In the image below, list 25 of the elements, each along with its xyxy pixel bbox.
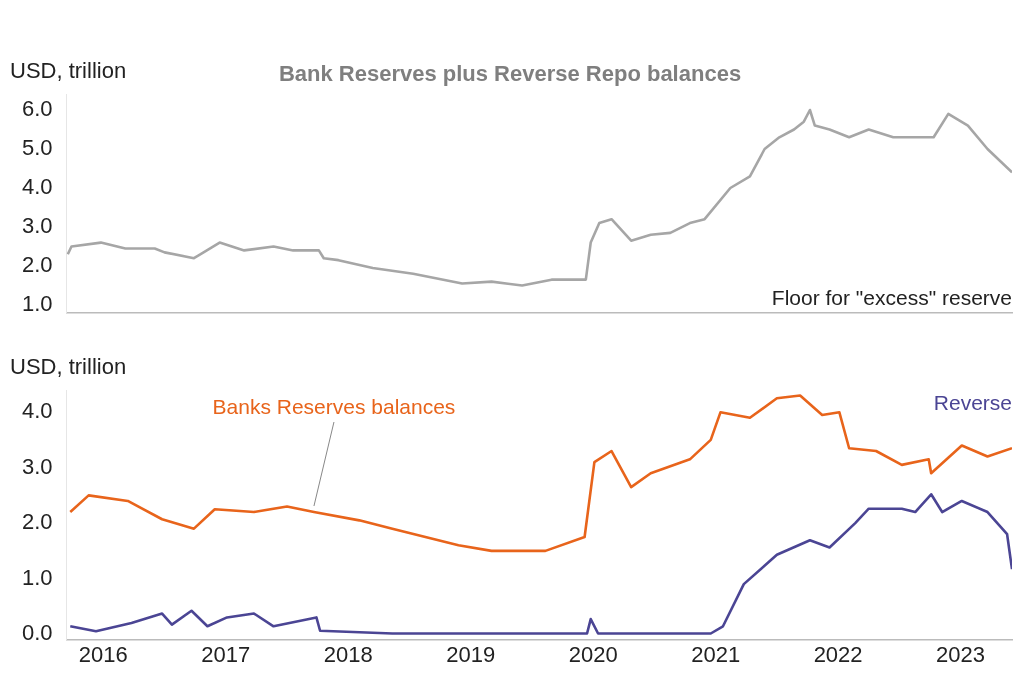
x-tick-label: 2016	[78, 641, 128, 667]
y-tick-label: 4.0	[21, 174, 53, 200]
y-tick-label: 1.0	[21, 564, 53, 590]
x-tick-label: 2018	[323, 641, 373, 667]
x-tick-label: 2023	[936, 641, 986, 667]
y-tick-label: 2.0	[21, 509, 53, 535]
text: Reverse	[933, 390, 1013, 414]
x-tick-label: 2021	[691, 641, 741, 667]
x-tick-label: 2022	[813, 641, 863, 667]
y-tick-label: 4.0	[21, 398, 53, 424]
y-tick-label: 2.0	[21, 252, 53, 278]
y-tick-label: 5.0	[21, 135, 53, 161]
y-tick-label: 6.0	[21, 96, 53, 122]
y-tick-label: 3.0	[21, 453, 53, 479]
y-tick-label: 0.0	[21, 620, 53, 646]
y-axis-title: USD, trillion	[10, 354, 127, 380]
x-tick-label: 2017	[201, 641, 251, 667]
y-tick-label: 3.0	[21, 213, 53, 239]
x-tick-label: 2020	[568, 641, 618, 667]
x-tick-label: 2019	[446, 641, 496, 667]
y-axis-title: USD, trillion	[10, 58, 127, 84]
text: Banks Reserves balances	[212, 394, 456, 418]
y-tick-label: 1.0	[21, 291, 53, 317]
annotation: Floor for "excess" reserve	[771, 285, 1013, 309]
chart-title: Bank Reserves plus Reverse Repo balances	[278, 61, 742, 87]
